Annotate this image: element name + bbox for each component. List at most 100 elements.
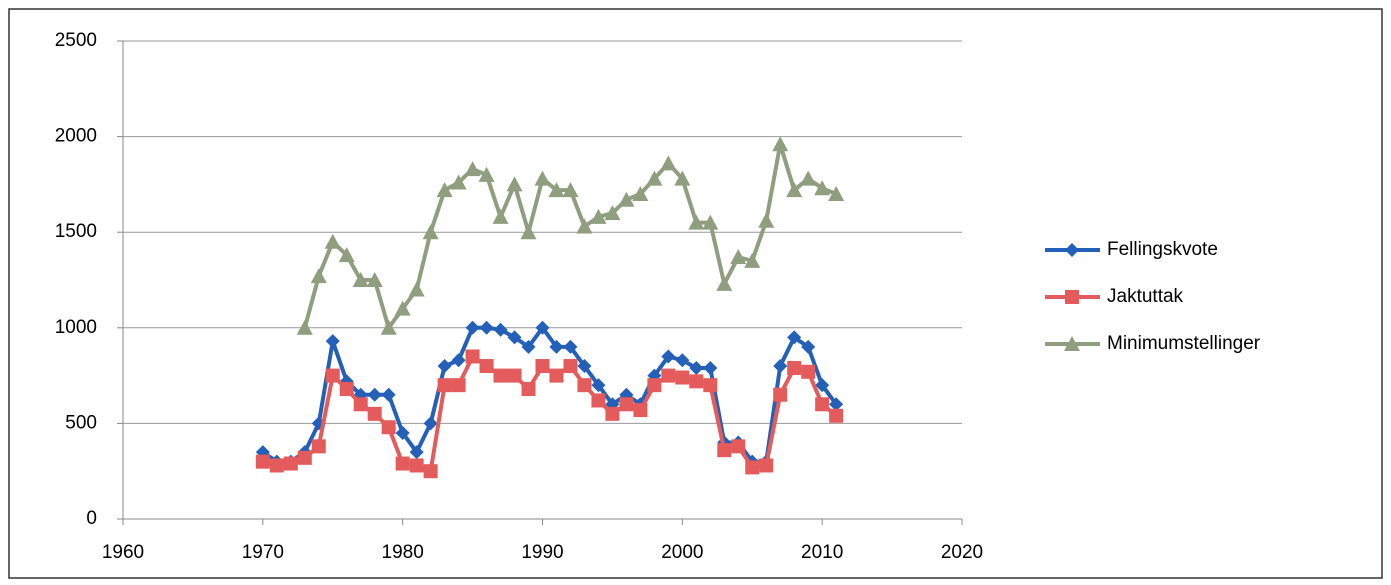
x-tick-label: 2000: [661, 542, 703, 563]
marker: [577, 359, 592, 374]
marker: [423, 416, 438, 431]
marker: [576, 218, 593, 234]
marker: [521, 381, 536, 396]
marker: [367, 387, 382, 402]
marker: [618, 191, 635, 207]
marker: [829, 397, 844, 412]
marker: [493, 322, 508, 337]
marker: [548, 182, 565, 198]
marker: [255, 454, 270, 469]
marker: [702, 214, 719, 230]
marker: [479, 359, 494, 374]
marker: [814, 180, 831, 196]
marker: [549, 368, 564, 383]
marker: [815, 378, 830, 393]
marker: [744, 252, 761, 268]
marker: [730, 249, 747, 265]
marker: [577, 378, 592, 393]
y-tick-label: 2500: [55, 30, 97, 51]
marker: [451, 353, 466, 368]
marker: [464, 161, 481, 177]
marker: [507, 368, 522, 383]
marker: [604, 205, 621, 221]
marker: [367, 406, 382, 421]
marker: [283, 456, 298, 471]
marker: [619, 397, 634, 412]
marker: [408, 281, 425, 297]
marker: [660, 155, 677, 171]
x-tick-label: 1970: [242, 542, 284, 563]
marker: [717, 443, 732, 458]
marker: [465, 320, 480, 335]
x-tick-label: 1980: [382, 542, 424, 563]
marker: [521, 339, 536, 354]
marker: [339, 381, 354, 396]
marker: [829, 408, 844, 423]
chart-frame: [8, 8, 1383, 579]
marker: [703, 360, 718, 375]
marker: [507, 330, 522, 345]
marker: [493, 368, 508, 383]
marker: [591, 393, 606, 408]
marker: [437, 359, 452, 374]
marker: [436, 182, 453, 198]
marker: [381, 420, 396, 435]
y-tick-label: 2000: [55, 126, 97, 147]
marker: [325, 334, 340, 349]
marker: [450, 174, 467, 190]
marker: [338, 247, 355, 263]
marker: [535, 320, 550, 335]
marker: [380, 319, 397, 335]
marker: [688, 214, 705, 230]
marker: [465, 349, 480, 364]
marker: [773, 359, 788, 374]
marker: [605, 406, 620, 421]
marker: [381, 387, 396, 402]
marker: [422, 224, 439, 240]
y-tick-label: 500: [65, 412, 97, 433]
marker: [324, 233, 341, 249]
marker: [395, 456, 410, 471]
marker: [563, 359, 578, 374]
marker: [815, 397, 830, 412]
marker: [731, 439, 746, 454]
marker: [353, 397, 368, 412]
x-tick-label: 1990: [521, 542, 563, 563]
marker: [310, 268, 327, 284]
y-tick-label: 1500: [55, 221, 97, 242]
marker: [296, 319, 313, 335]
marker: [451, 378, 466, 393]
marker: [535, 359, 550, 374]
legend-marker: [1064, 336, 1080, 351]
marker: [269, 458, 284, 473]
legend-label: Jaktuttak: [1107, 286, 1184, 307]
marker: [562, 182, 579, 198]
marker: [409, 458, 424, 473]
marker: [787, 330, 802, 345]
marker: [479, 320, 494, 335]
y-tick-label: 0: [86, 508, 97, 529]
marker: [563, 339, 578, 354]
x-tick-label: 2010: [801, 542, 843, 563]
marker: [773, 387, 788, 402]
marker: [689, 360, 704, 375]
marker: [801, 339, 816, 354]
marker: [703, 378, 718, 393]
marker: [478, 166, 495, 182]
y-tick-label: 1000: [55, 317, 97, 338]
marker: [423, 464, 438, 479]
marker: [311, 439, 326, 454]
marker: [689, 374, 704, 389]
marker: [590, 208, 607, 224]
marker: [506, 176, 523, 192]
marker: [394, 300, 411, 316]
marker: [632, 185, 649, 201]
marker: [772, 136, 789, 152]
marker: [633, 403, 648, 418]
marker: [759, 458, 774, 473]
marker: [366, 272, 383, 287]
marker: [786, 182, 803, 198]
marker: [745, 460, 760, 475]
marker: [758, 212, 775, 228]
marker: [661, 349, 676, 364]
